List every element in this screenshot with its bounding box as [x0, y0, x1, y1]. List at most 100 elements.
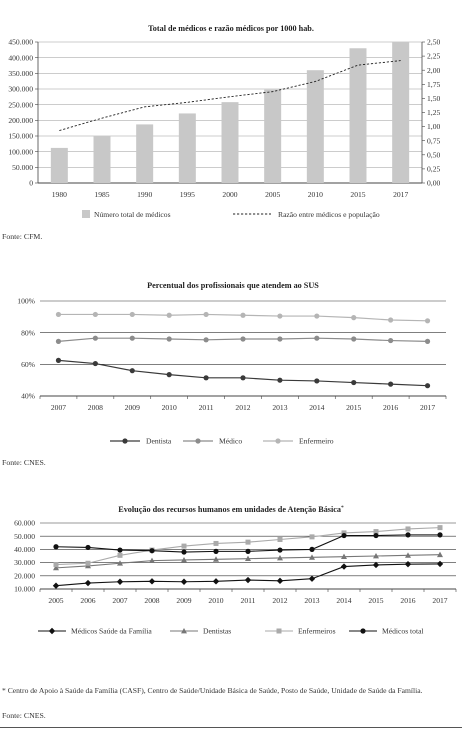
point-dentistas-2009 [181, 556, 187, 563]
point-medicos-total-2014 [341, 532, 347, 539]
point-medicos-saude-da-familia-2005 [52, 582, 60, 589]
point-dentistas-2013 [309, 554, 315, 560]
y-tick-label-left: 450.000 [8, 38, 33, 47]
point-enfermeiros-2017 [437, 525, 443, 531]
x-tick-label: 2008 [144, 596, 159, 605]
point-dentistas-2015 [373, 553, 379, 559]
y-tick-label: 60% [21, 360, 36, 369]
point-médico-2015 [351, 336, 357, 342]
point-medicos-saude-da-familia-2009 [180, 578, 188, 585]
x-tick-label: 2005 [265, 190, 280, 199]
x-tick-label: 2006 [80, 596, 95, 605]
chart1-title: Total de médicos e razão médicos por 100… [148, 24, 314, 33]
point-dentista-2010 [166, 372, 172, 378]
point-enfermeiros-2015 [373, 529, 379, 535]
x-tick-label: 2007 [112, 596, 127, 605]
point-médico-2013 [277, 336, 283, 342]
point-médico-2012 [240, 336, 246, 342]
point-medicos-total-2017 [437, 532, 443, 538]
y-tick-label: 100% [17, 297, 35, 306]
x-tick-label: 2015 [350, 190, 365, 199]
point-dentista-2012 [240, 375, 246, 381]
bar-2010 [306, 70, 324, 183]
point-medicos-saude-da-familia-2017 [436, 560, 444, 568]
x-tick-label: 2009 [176, 596, 191, 605]
x-tick-label: 2014 [309, 403, 324, 412]
legend-label-bars: Número total de médicos [94, 210, 171, 219]
point-enfermeiro-2007 [55, 311, 62, 318]
chart-recursos-humanos: Evolução dos recursos humanos em unidade… [14, 505, 457, 636]
point-dentista-2009 [129, 368, 135, 374]
point-medicos-total-2013 [309, 546, 315, 552]
y-tick-label-right: 0,50 [427, 150, 440, 159]
y-tick-label-left: 250.000 [8, 100, 33, 109]
point-dentistas-2007 [117, 560, 123, 566]
y-tick-label: 10.000 [14, 585, 35, 594]
y-tick-label-left: 50.000 [12, 163, 33, 172]
chart2-title: Percentual dos profissionais que atendem… [147, 281, 319, 290]
y-tick-label-right: 2,00 [427, 66, 440, 75]
bottom-rule [0, 727, 462, 728]
y-tick-label-right: 1,50 [427, 94, 440, 103]
x-tick-label: 1985 [94, 190, 109, 199]
point-medicos-saude-da-familia-2016 [404, 560, 412, 568]
y-tick-label-right: 1,75 [427, 80, 440, 89]
bar-2015 [349, 48, 367, 184]
point-dentistas-2016 [405, 552, 411, 558]
x-tick-label: 2012 [272, 596, 287, 605]
x-tick-label: 2009 [125, 403, 140, 412]
x-tick-label: 1990 [137, 190, 152, 199]
chart2-source: Fonte: CNES. [2, 458, 46, 467]
y-tick-label-right: 0,75 [427, 136, 440, 145]
x-tick-label: 2016 [400, 596, 415, 605]
chart3-title-marker: * [341, 505, 344, 511]
y-tick-label-right: 1,25 [427, 108, 440, 117]
y-tick-label-left: 100.000 [8, 147, 33, 156]
point-medicos-saude-da-familia-2008 [148, 578, 156, 585]
x-tick-label: 2015 [368, 596, 383, 605]
point-medicos-total-2006 [85, 544, 91, 551]
point-dentistas-2017 [437, 551, 443, 558]
chart-percentual-sus: Percentual dos profissionais que atendem… [17, 281, 447, 446]
point-medicos-total-2012 [277, 547, 283, 553]
x-tick-label: 2010 [308, 190, 323, 199]
point-enfermeiros-2016 [405, 526, 411, 532]
x-tick-label: 2013 [304, 596, 319, 605]
y-tick-label: 40.000 [14, 545, 35, 554]
chart1-source: Fonte: CFM. [2, 232, 43, 241]
x-tick-label: 2012 [235, 403, 250, 412]
legend-label-medicos-total: Médicos total [382, 627, 424, 636]
y-tick-label-left: 150.000 [8, 132, 33, 141]
x-tick-label: 2016 [383, 403, 398, 412]
point-enfermeiros-2011 [245, 539, 251, 545]
legend-label-dentista: Dentista [146, 437, 172, 446]
point-enfermeiro-2016 [388, 317, 394, 323]
y-tick-label: 80% [21, 328, 36, 337]
legend-marker-dentistas [181, 628, 187, 634]
x-tick-label: 2015 [346, 403, 361, 412]
x-tick-label: 2010 [208, 596, 223, 605]
point-dentista-2008 [92, 360, 98, 367]
legend-label-enfermeiro: Enfermeiro [299, 437, 334, 446]
x-tick-label: 1980 [52, 190, 67, 199]
y-tick-label: 20.000 [14, 571, 35, 580]
y-tick-label-left: 200.000 [8, 116, 33, 125]
y-tick-label-left: 400.000 [8, 53, 33, 62]
point-médico-2007 [55, 338, 62, 344]
legend-marker-enfermeiros [276, 628, 282, 634]
x-tick-label: 2007 [51, 403, 66, 412]
point-enfermeiro-2011 [203, 311, 209, 318]
point-enfermeiros-2009 [181, 543, 187, 549]
y-tick-label: 60.000 [14, 519, 35, 528]
point-medicos-saude-da-familia-2014 [340, 563, 348, 570]
point-enfermeiros-2006 [85, 560, 91, 566]
legend-swatch-bars [82, 210, 90, 218]
bar-1985 [93, 136, 111, 183]
point-dentista-2007 [55, 357, 62, 363]
point-medicos-total-2011 [245, 548, 251, 554]
legend-marker-dentista [122, 438, 128, 444]
y-tick-label-left: 300.000 [8, 85, 33, 94]
y-tick-label-right: 0,25 [427, 165, 440, 174]
point-enfermeiro-2009 [129, 311, 135, 318]
x-tick-label: 2000 [222, 190, 237, 199]
